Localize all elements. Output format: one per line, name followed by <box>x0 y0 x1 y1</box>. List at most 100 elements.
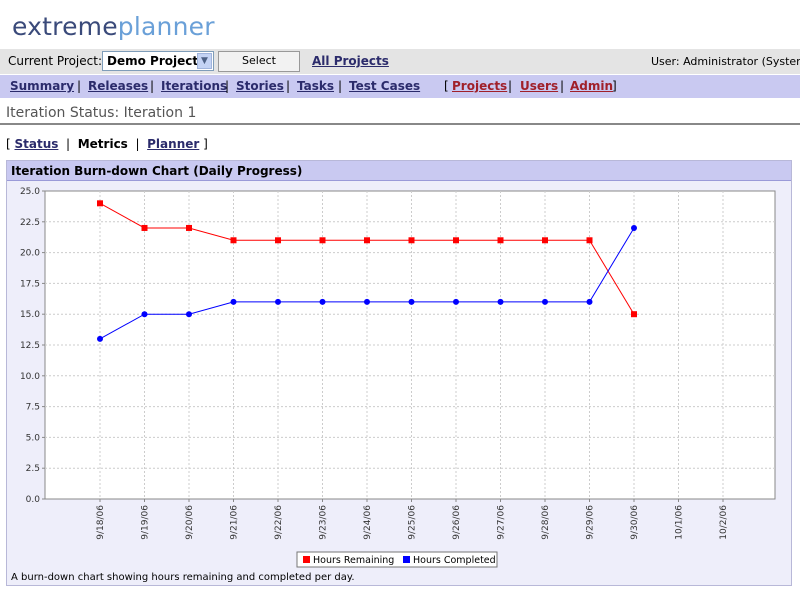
x-tick-label: 9/27/06 <box>497 505 507 540</box>
y-tick-label: 12.5 <box>20 341 40 351</box>
x-tick-label: 9/29/06 <box>586 505 596 540</box>
nav-separator: | <box>225 79 230 93</box>
x-tick-label: 9/25/06 <box>408 505 418 540</box>
nav-tasks[interactable]: Tasks <box>297 79 335 93</box>
all-projects-link[interactable]: All Projects <box>312 54 389 68</box>
data-point <box>408 298 415 305</box>
nav-stories[interactable]: Stories <box>236 79 284 93</box>
legend-label: Hours Completed <box>413 555 496 566</box>
y-tick-label: 2.5 <box>26 464 40 474</box>
data-point <box>275 237 281 244</box>
data-point <box>319 298 326 305</box>
page-title: Iteration Status: Iteration 1 <box>6 105 197 121</box>
x-tick-label: 10/2/06 <box>719 505 729 540</box>
data-point <box>97 200 103 207</box>
x-tick-label: 10/1/06 <box>675 505 685 540</box>
tab-status[interactable]: Status <box>14 137 59 151</box>
data-point <box>631 224 637 231</box>
data-point <box>141 311 148 318</box>
chart-caption: A burn-down chart showing hours remainin… <box>11 572 355 583</box>
chart-panel-title: Iteration Burn-down Chart (Daily Progres… <box>7 161 791 181</box>
current-project-label: Current Project: <box>8 54 102 68</box>
x-tick-label: 9/28/06 <box>541 505 551 540</box>
nav-test-cases[interactable]: Test Cases <box>349 79 421 93</box>
nav-releases[interactable]: Releases <box>88 79 149 93</box>
data-point <box>230 298 237 305</box>
x-tick-label: 9/20/06 <box>185 505 195 540</box>
subnav-bracket: [ <box>6 137 15 151</box>
legend-swatch <box>303 556 310 563</box>
logo-text-planner: planner <box>117 12 215 41</box>
data-point <box>542 237 548 244</box>
subnav-separator: | <box>127 137 148 151</box>
data-point <box>453 298 459 305</box>
tab-metrics: Metrics <box>77 137 128 151</box>
x-tick-label: 9/23/06 <box>319 505 329 540</box>
nav-separator: | <box>508 79 513 93</box>
data-point <box>586 237 593 244</box>
data-point <box>542 298 548 305</box>
nav-admin[interactable]: Admin <box>570 79 614 93</box>
chevron-down-icon[interactable]: ▼ <box>197 53 212 69</box>
data-point <box>186 311 192 318</box>
subnav-bracket: ] <box>199 137 208 151</box>
y-tick-label: 0.0 <box>26 495 41 505</box>
nav-summary[interactable]: Summary <box>10 79 75 93</box>
y-tick-label: 10.0 <box>20 372 40 382</box>
nav-separator: | <box>150 79 155 93</box>
y-tick-label: 25.0 <box>20 187 40 197</box>
x-tick-label: 9/22/06 <box>274 505 284 540</box>
logo: extremeplanner <box>12 12 215 48</box>
legend-label: Hours Remaining <box>313 555 394 566</box>
logo-text-extreme: extreme <box>12 12 118 41</box>
nav-separator: | <box>560 79 565 93</box>
project-select-value: Demo Project <box>107 54 199 68</box>
data-point <box>364 298 370 305</box>
tab-planner[interactable]: Planner <box>147 137 200 151</box>
data-point <box>497 237 504 244</box>
subnav-separator: | <box>58 137 78 151</box>
x-tick-label: 9/21/06 <box>230 505 240 540</box>
nav-separator: | <box>338 79 343 93</box>
data-point <box>364 237 370 244</box>
x-tick-label: 9/24/06 <box>363 505 373 540</box>
data-point <box>275 298 281 305</box>
data-point <box>497 298 504 305</box>
legend-swatch <box>403 556 410 563</box>
y-tick-label: 22.5 <box>20 218 40 228</box>
data-point <box>453 237 459 244</box>
burndown-chart: 0.0 2.5 5.0 7.5 10.0 12.5 15.0 17.5 20.0 22.5 25.0… <box>20 187 776 568</box>
data-point <box>230 237 237 244</box>
nav-iterations[interactable]: Iterations <box>161 79 228 93</box>
user-info: User: Administrator (System Adr <box>651 55 800 68</box>
x-tick-label: 9/19/06 <box>141 505 151 540</box>
data-point <box>319 237 326 244</box>
main-nav: Summary | Releases | Iterations | Storie… <box>0 75 800 98</box>
nav-bracket: [ <box>444 79 449 93</box>
title-divider <box>0 123 800 125</box>
nav-separator: | <box>286 79 291 93</box>
y-tick-label: 17.5 <box>20 279 40 289</box>
nav-users[interactable]: Users <box>520 79 559 93</box>
data-point <box>186 224 192 231</box>
sub-nav: [ Status | Metrics | Planner ] <box>6 137 208 151</box>
project-select[interactable]: Demo Project ▼ <box>102 51 214 71</box>
y-tick-label: 5.0 <box>26 433 41 443</box>
nav-separator: | <box>77 79 82 93</box>
x-tick-label: 9/26/06 <box>452 505 462 540</box>
nav-bracket: ] <box>612 79 617 93</box>
burndown-panel: Iteration Burn-down Chart (Daily Progres… <box>6 160 792 586</box>
data-point <box>586 298 593 305</box>
data-point <box>141 224 148 231</box>
y-tick-label: 20.0 <box>20 249 40 259</box>
x-tick-label: 9/30/06 <box>630 505 640 540</box>
y-tick-label: 7.5 <box>26 403 40 413</box>
legend <box>296 551 498 568</box>
data-point <box>631 311 637 318</box>
data-point <box>408 237 415 244</box>
select-button[interactable]: Select <box>218 51 300 72</box>
y-tick-label: 15.0 <box>20 310 40 320</box>
nav-projects[interactable]: Projects <box>452 79 508 93</box>
x-tick-label: 9/18/06 <box>96 505 106 540</box>
data-point <box>97 335 103 342</box>
